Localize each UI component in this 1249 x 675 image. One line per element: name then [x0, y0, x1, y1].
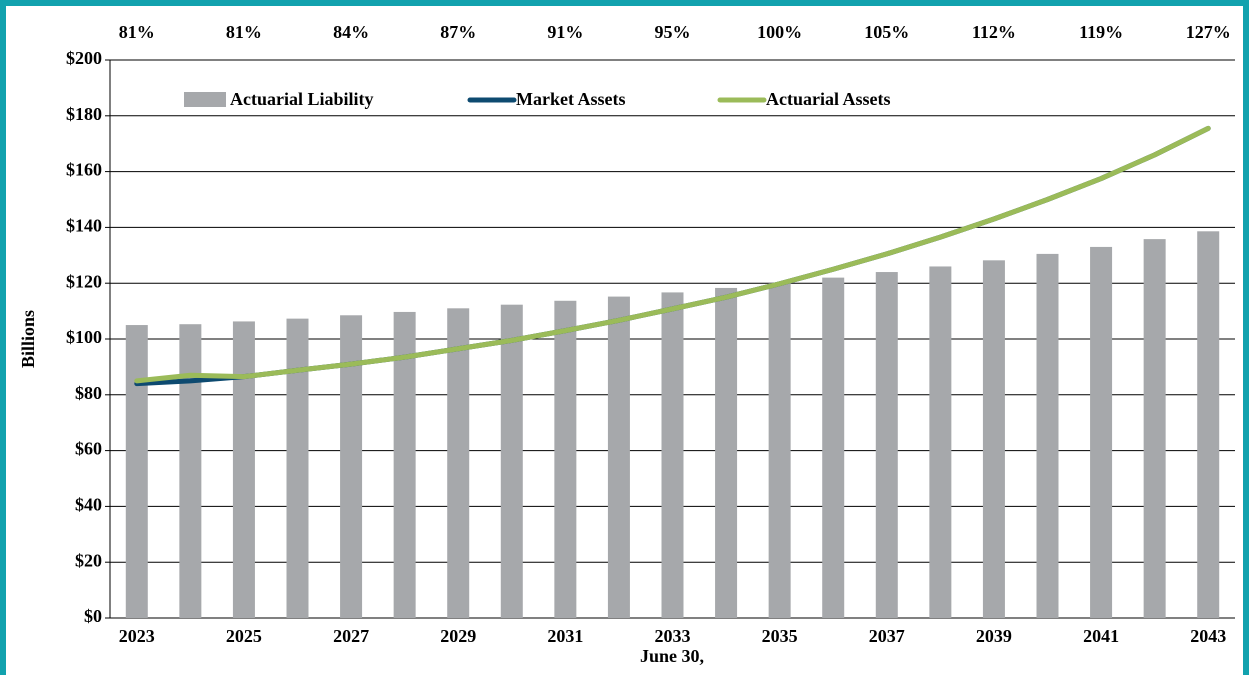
bar	[286, 318, 309, 618]
bar	[822, 277, 845, 618]
y-tick-label: $0	[84, 606, 102, 626]
funded-ratio-label: 84%	[333, 22, 369, 42]
bar	[875, 272, 898, 618]
funded-ratio-label: 105%	[864, 22, 909, 42]
x-tick-label: 2027	[333, 626, 369, 646]
y-tick-label: $100	[66, 327, 102, 347]
funded-ratio-label: 119%	[1079, 22, 1123, 42]
funded-ratio-label: 81%	[119, 22, 155, 42]
bar	[500, 304, 523, 618]
y-tick-label: $60	[75, 439, 102, 459]
funded-ratio-label: 95%	[655, 22, 691, 42]
bar	[554, 300, 577, 618]
x-tick-label: 2035	[762, 626, 798, 646]
y-tick-label: $200	[66, 48, 102, 68]
x-tick-label: 2041	[1083, 626, 1119, 646]
bar	[768, 283, 791, 618]
funded-ratio-label: 127%	[1186, 22, 1231, 42]
y-tick-label: $80	[75, 383, 102, 403]
x-tick-label: 2037	[869, 626, 905, 646]
x-tick-label: 2039	[976, 626, 1012, 646]
x-tick-label: 2029	[440, 626, 476, 646]
bar	[1143, 239, 1166, 619]
legend-swatch	[184, 92, 226, 107]
bar	[982, 260, 1005, 618]
x-tick-label: 2033	[655, 626, 691, 646]
y-tick-label: $140	[66, 216, 102, 236]
bar	[1036, 253, 1059, 618]
bar	[179, 324, 202, 618]
y-tick-label: $40	[75, 495, 102, 515]
legend-label: Actuarial Assets	[766, 89, 891, 109]
bar	[1197, 231, 1220, 618]
bar	[125, 325, 148, 618]
legend-label: Market Assets	[516, 89, 625, 109]
x-tick-label: 2025	[226, 626, 262, 646]
bar	[1090, 246, 1113, 618]
y-tick-label: $20	[75, 550, 102, 570]
legend-label: Actuarial Liability	[230, 89, 374, 109]
bar	[232, 321, 255, 618]
funded-ratio-label: 112%	[972, 22, 1016, 42]
bar	[661, 292, 684, 618]
y-tick-label: $180	[66, 104, 102, 124]
bar	[929, 266, 952, 618]
x-tick-label: 2043	[1190, 626, 1226, 646]
y-tick-label: $160	[66, 160, 102, 180]
line	[134, 125, 1211, 384]
x-axis-title: June 30,	[640, 646, 704, 666]
bar	[393, 311, 416, 618]
funded-ratio-label: 81%	[226, 22, 262, 42]
funded-ratio-label: 91%	[547, 22, 583, 42]
bar	[607, 296, 630, 618]
bar	[447, 308, 470, 618]
bar	[715, 287, 738, 618]
funded-ratio-label: 100%	[757, 22, 802, 42]
x-tick-label: 2023	[119, 626, 155, 646]
y-tick-label: $120	[66, 271, 102, 291]
bar	[340, 315, 363, 618]
x-tick-label: 2031	[547, 626, 583, 646]
funded-ratio-label: 87%	[440, 22, 476, 42]
y-axis-title: Billions	[18, 310, 38, 368]
